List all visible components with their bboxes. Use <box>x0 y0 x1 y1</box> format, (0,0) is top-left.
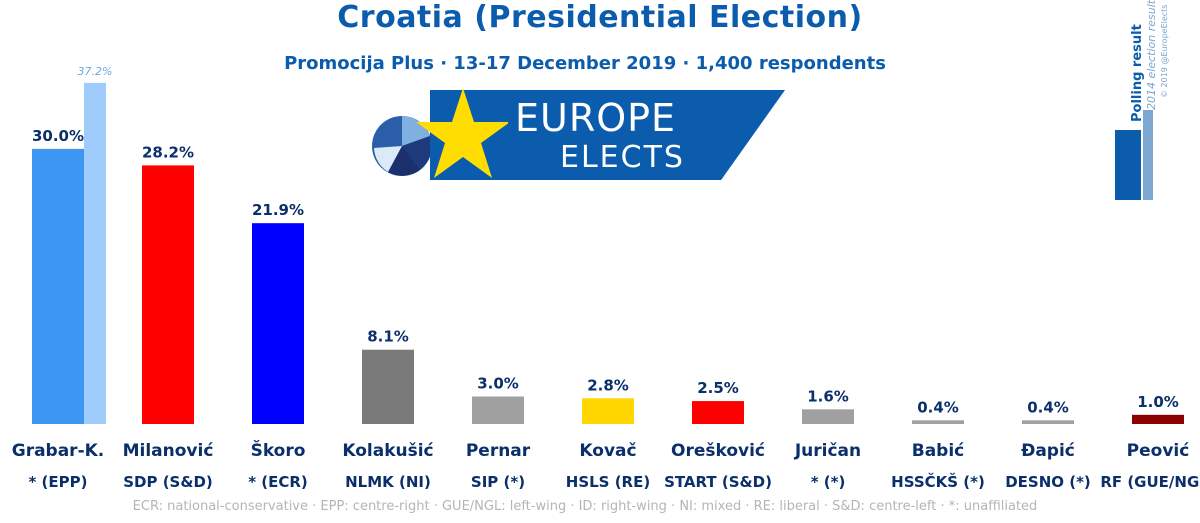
party-label-3: NLMK (NI) <box>345 473 431 491</box>
logo-line2: ELECTS <box>560 140 685 175</box>
legend-bar-previous <box>1143 110 1153 200</box>
category-label-0: Grabar-K. <box>12 441 105 461</box>
bar-5 <box>582 398 634 424</box>
bar-3 <box>362 349 414 424</box>
category-label-1: Milanović <box>123 441 214 461</box>
logo-line1: EUROPE <box>515 96 677 140</box>
data-label-9: 0.4% <box>1027 398 1069 416</box>
party-label-9: DESNO (*) <box>1005 473 1091 491</box>
europe-elects-logo: EUROPE ELECTS <box>370 88 790 198</box>
category-label-9: Đapić <box>1021 441 1075 461</box>
category-label-3: Kolakušić <box>342 441 433 461</box>
bar-9 <box>1022 420 1074 424</box>
party-label-5: HSLS (RE) <box>566 473 650 491</box>
data-label-4: 3.0% <box>477 374 519 392</box>
category-label-4: Pernar <box>466 441 531 461</box>
chart-title: Croatia (Presidential Election) <box>337 0 863 35</box>
party-label-6: START (S&D) <box>664 473 772 491</box>
category-label-8: Babić <box>912 441 965 461</box>
party-label-8: HSSČKŠ (*) <box>891 472 985 491</box>
chart-subtitle: Promocija Plus · 13-17 December 2019 · 1… <box>284 53 886 74</box>
category-label-6: Orešković <box>671 441 765 461</box>
party-label-10: RF (GUE/NGL) <box>1100 473 1200 491</box>
data-label-7: 1.6% <box>807 387 849 405</box>
data-label-3: 8.1% <box>367 328 409 346</box>
category-label-7: Juričan <box>794 441 861 461</box>
category-label-5: Kovač <box>579 441 636 461</box>
party-label-4: SIP (*) <box>471 473 525 491</box>
bar-10 <box>1132 414 1184 424</box>
star-icon <box>416 88 508 178</box>
data-label-0: 30.0% <box>32 127 84 145</box>
party-label-1: SDP (S&D) <box>123 473 213 491</box>
legend-bar-polling <box>1115 130 1141 200</box>
bar-7 <box>802 409 854 424</box>
legend: Polling result 2014 election result © 20… <box>1110 0 1190 200</box>
data-label-1: 28.2% <box>142 143 194 161</box>
party-label-0: * (EPP) <box>28 473 87 491</box>
bar-0 <box>32 148 84 424</box>
party-label-2: * (ECR) <box>248 473 308 491</box>
data-label-8: 0.4% <box>917 398 959 416</box>
bar-1 <box>142 165 194 424</box>
pie-chart-icon <box>372 116 432 176</box>
bar-8 <box>912 420 964 424</box>
category-label-10: Peović <box>1127 441 1190 461</box>
data-label-6: 2.5% <box>697 379 739 397</box>
data-label-10: 1.0% <box>1137 393 1179 411</box>
previous-label-0: 37.2% <box>78 65 113 78</box>
bar-6 <box>692 401 744 424</box>
party-label-7: * (*) <box>811 473 846 491</box>
data-label-2: 21.9% <box>252 201 304 219</box>
footnote: ECR: national-conservative · EPP: centre… <box>132 499 1038 514</box>
category-label-2: Škoro <box>251 439 306 461</box>
data-label-5: 2.8% <box>587 376 629 394</box>
bar-2 <box>252 223 304 424</box>
bar-4 <box>472 396 524 424</box>
previous-bar-0 <box>84 82 106 424</box>
